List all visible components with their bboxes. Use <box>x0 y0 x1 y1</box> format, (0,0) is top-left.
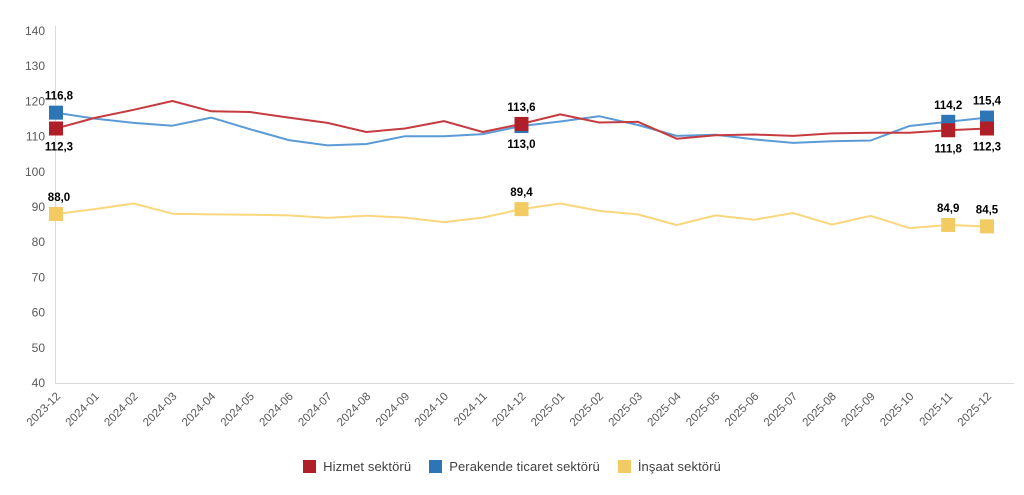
data-point-marker <box>980 219 994 234</box>
data-point-marker <box>941 217 956 232</box>
x-axis-tick-label: 2023-12 <box>25 391 63 429</box>
legend-label: Perakende ticaret sektörü <box>449 459 600 474</box>
data-point-label: 113,6 <box>507 102 535 114</box>
x-axis-tick-label: 2024-11 <box>452 391 490 429</box>
y-axis-tick-label: 110 <box>26 130 45 144</box>
y-axis-tick-label: 40 <box>32 376 46 390</box>
data-point-label: 115,4 <box>973 96 1002 108</box>
x-axis-tick-label: 2025-03 <box>607 391 645 429</box>
data-point-marker <box>941 123 956 138</box>
x-axis-tick-label: 2024-04 <box>180 390 219 429</box>
data-point-label: 112,3 <box>973 142 1001 154</box>
y-axis-tick-label: 100 <box>25 165 45 179</box>
x-axis-tick-label: 2024-06 <box>258 391 296 429</box>
y-axis-tick-label: 130 <box>25 59 45 73</box>
x-axis-tick-label: 2025-06 <box>723 391 761 429</box>
data-point-label: 88,0 <box>48 192 70 204</box>
x-axis-tick-label: 2024-03 <box>141 391 179 429</box>
x-axis-tick-label: 2024-12 <box>490 391 528 429</box>
data-point-label: 114,2 <box>934 100 962 112</box>
data-point-marker <box>980 121 994 136</box>
x-axis-tick-label: 2025-08 <box>801 391 839 429</box>
data-point-label: 111,8 <box>934 143 962 155</box>
x-axis-tick-label: 2025-11 <box>918 391 956 429</box>
legend-label: Hizmet sektörü <box>323 459 412 474</box>
x-axis-tick-label: 2024-08 <box>335 391 373 429</box>
y-axis-tick-label: 80 <box>32 235 46 249</box>
hizmet-legend-swatch <box>303 460 317 473</box>
x-axis-tick-label: 2025-10 <box>878 391 916 429</box>
data-point-marker <box>980 110 994 125</box>
y-axis-tick-label: 60 <box>32 306 46 320</box>
x-axis-tick-label: 2024-09 <box>374 391 412 429</box>
y-axis-tick-label: 50 <box>32 341 46 355</box>
chart-legend: Hizmet sektörü Perakende ticaret sektörü… <box>0 459 1024 474</box>
x-axis-tick-label: 2025-04 <box>645 390 684 429</box>
x-axis-tick-label: 2024-10 <box>413 391 451 429</box>
legend-label: İnşaat sektörü <box>637 459 721 474</box>
data-point-label: 84,9 <box>937 203 959 215</box>
y-axis-tick-label: 70 <box>32 270 46 284</box>
perakende-legend-swatch <box>429 460 443 473</box>
x-axis-tick-label: 2024-01 <box>64 391 102 429</box>
data-point-label: 116,8 <box>45 91 74 103</box>
data-point-marker <box>49 207 63 222</box>
legend-item-perakende: Perakende ticaret sektörü <box>429 459 600 474</box>
x-axis-tick-label: 2025-05 <box>684 391 722 429</box>
x-axis-tick-label: 2025-02 <box>568 391 606 429</box>
insaat-legend-swatch <box>617 460 631 473</box>
y-axis-tick-label: 90 <box>32 200 46 214</box>
data-point-marker <box>514 202 529 217</box>
data-point-label: 112,3 <box>45 142 73 154</box>
data-point-marker <box>514 116 529 131</box>
x-axis-tick-label: 2024-02 <box>102 391 140 429</box>
y-axis-tick-label: 140 <box>25 24 45 38</box>
legend-item-hizmet: Hizmet sektörü <box>303 459 411 474</box>
legend-item-insaat: İnşaat sektörü <box>617 459 721 474</box>
data-point-marker <box>49 121 63 136</box>
x-axis-tick-label: 2024-05 <box>219 391 257 429</box>
x-axis-tick-label: 2025-07 <box>762 391 800 429</box>
data-point-label: 84,5 <box>976 204 999 216</box>
x-axis-tick-label: 2025-12 <box>956 391 994 429</box>
x-axis-tick-label: 2025-01 <box>529 391 567 429</box>
x-axis-tick-label: 2025-09 <box>839 391 877 429</box>
x-axis-tick-label: 2024-07 <box>296 391 334 429</box>
data-point-label: 89,4 <box>510 187 533 199</box>
data-point-label: 113,0 <box>507 139 535 151</box>
y-axis-tick-label: 120 <box>25 94 45 108</box>
data-point-marker <box>49 105 63 120</box>
